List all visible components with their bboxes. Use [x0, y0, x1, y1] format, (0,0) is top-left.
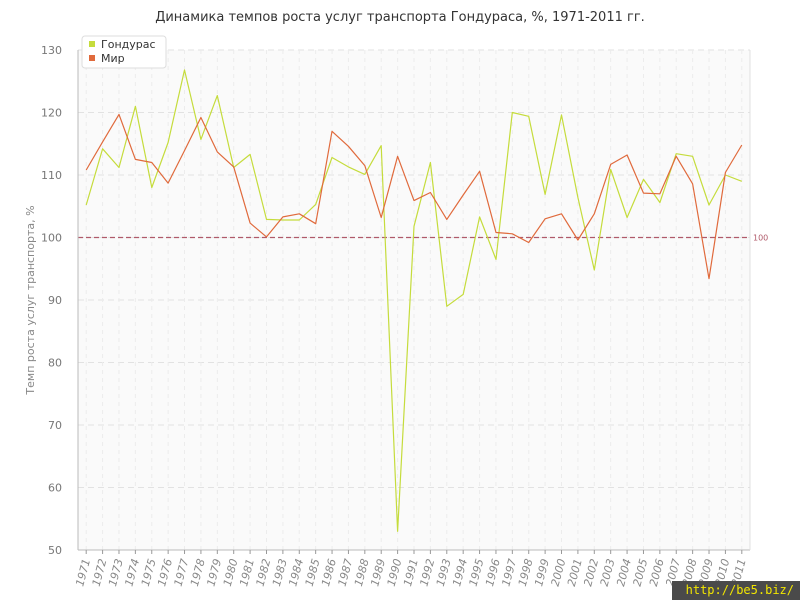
y-tick-label: 120	[41, 107, 62, 120]
series-lines	[85, 69, 743, 532]
legend-label: Мир	[101, 52, 125, 65]
axes: 5060708090100110120130197119721973197419…	[24, 44, 751, 588]
legend-swatch	[89, 41, 95, 47]
series-line-world	[85, 113, 743, 280]
y-tick-label: 80	[48, 357, 62, 370]
legend-label: Гондурас	[101, 38, 156, 51]
grid	[78, 49, 750, 551]
legend-box	[81, 35, 167, 69]
reference-line-label: 100	[753, 234, 768, 243]
watermark-link[interactable]: http://be5.biz/	[671, 581, 800, 600]
y-axis-title: Темп роста услуг транспорта, %	[24, 205, 37, 395]
y-tick-label: 100	[41, 232, 62, 245]
y-tick-label: 60	[48, 482, 62, 495]
reference-line-group: 100	[78, 234, 768, 243]
y-tick-label: 50	[48, 544, 62, 557]
y-tick-label: 70	[48, 419, 62, 432]
legend-swatch	[89, 55, 95, 61]
y-tick-label: 110	[41, 169, 62, 182]
series-line-honduras	[85, 69, 743, 532]
chart-title: Динамика темпов роста услуг транспорта Г…	[155, 10, 645, 25]
y-tick-label: 90	[48, 294, 62, 307]
y-tick-label: 130	[41, 44, 62, 57]
